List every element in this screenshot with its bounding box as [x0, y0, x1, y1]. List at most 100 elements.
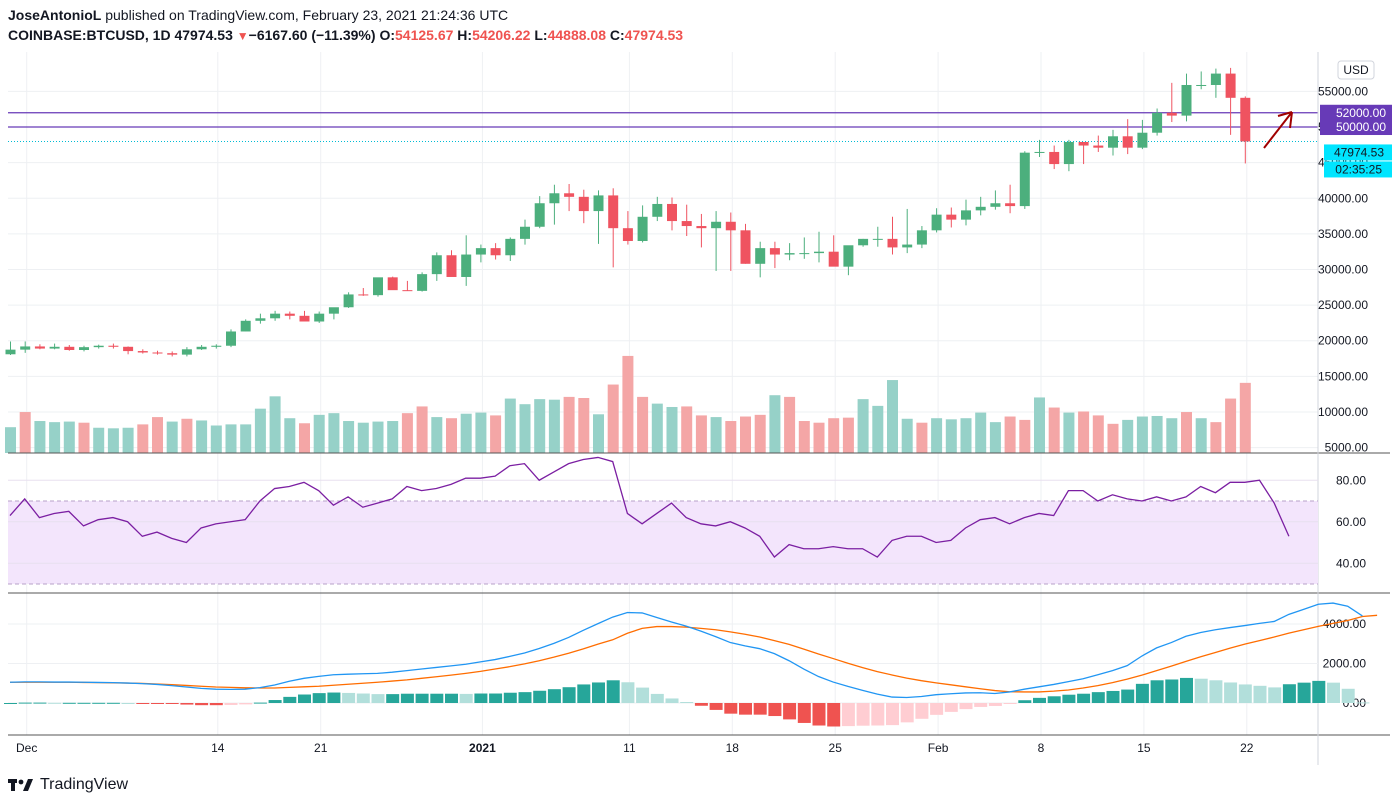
macd-histogram-bar: [680, 702, 694, 704]
macd-histogram-bar: [298, 694, 311, 703]
change-value: −6167.60 (−11.39%): [248, 27, 376, 43]
volume-bar: [769, 395, 781, 453]
volume-bar: [593, 414, 604, 453]
macd-histogram-bar: [415, 693, 429, 703]
macd-histogram-bar: [1297, 682, 1311, 703]
macd-histogram-bar: [1121, 689, 1135, 703]
candle-body: [461, 254, 472, 277]
volume-bar: [357, 422, 369, 453]
candle-body: [240, 320, 251, 332]
macd-histogram-bar: [1194, 678, 1208, 703]
candle-body: [93, 345, 104, 348]
macd-histogram-bar: [533, 690, 547, 703]
macd-histogram-bar: [224, 703, 238, 705]
candle-body: [5, 349, 16, 355]
candle-body: [769, 248, 780, 255]
x-tick-label: 18: [726, 741, 740, 755]
rsi-line: [9, 456, 1290, 558]
volume-bar: [49, 422, 61, 453]
macd-tick-label: 2000.00: [1323, 657, 1367, 671]
author-name[interactable]: JoseAntonioL: [8, 7, 102, 23]
macd-histogram-bar: [1341, 688, 1355, 703]
symbol-label[interactable]: COINBASE:BTCUSD, 1D: [8, 27, 171, 43]
candle-body: [667, 203, 677, 222]
volume-bar: [387, 421, 399, 453]
volume-bar: [196, 420, 208, 453]
open-label: O:: [379, 27, 395, 43]
x-tick-label: 25: [829, 741, 843, 755]
candle-body: [358, 294, 369, 296]
macd-histogram-bar: [121, 703, 135, 704]
macd-histogram-bar: [1135, 683, 1149, 703]
open-value: 54125.67: [395, 27, 454, 43]
macd-histogram-bar: [709, 703, 723, 710]
candle-body: [490, 248, 501, 256]
macd-histogram-bar: [974, 703, 988, 707]
x-tick-label: Feb: [928, 741, 949, 755]
candle-body: [1166, 112, 1177, 116]
candle-body: [446, 255, 457, 277]
macd-histogram-bar: [253, 702, 267, 704]
candle-body: [387, 277, 398, 291]
candle-body: [622, 228, 633, 242]
candle-body: [181, 349, 192, 355]
volume-bar: [1063, 412, 1075, 453]
volume-bar: [137, 424, 149, 453]
volume-bar: [504, 398, 516, 453]
macd-histogram-bar: [151, 703, 164, 704]
macd-histogram-bar: [48, 702, 62, 704]
candle-body: [1093, 145, 1104, 148]
volume-bar: [19, 412, 31, 453]
candle-body: [843, 245, 854, 267]
macd-histogram-bar: [18, 702, 32, 704]
candle-body: [1019, 152, 1030, 207]
candle-body: [505, 238, 516, 256]
macd-histogram-bar: [1018, 700, 1032, 703]
candle-body: [20, 346, 31, 350]
y-tick-label: 40000.00: [1318, 191, 1368, 205]
macd-histogram-bar: [1033, 697, 1046, 703]
candle-body: [167, 353, 178, 355]
candle-body: [1034, 151, 1045, 153]
close-label: C:: [609, 27, 625, 43]
macd-tick-label: 4000.00: [1323, 617, 1367, 631]
volume-bar: [225, 424, 237, 453]
macd-histogram-bar: [783, 703, 797, 720]
macd-histogram-bar: [165, 703, 179, 704]
macd-histogram-bar: [1356, 702, 1370, 704]
chart-area[interactable]: Dec 14 21 2021 11 18 25 Feb 8 15 22 5000.00 10000.00…: [0, 0, 1400, 770]
candle-body: [137, 351, 148, 353]
candle-body: [196, 346, 207, 350]
macd-histogram-bar: [915, 703, 929, 719]
volume-bar: [1004, 416, 1016, 453]
macd-histogram-bar: [636, 687, 650, 703]
volume-bar: [181, 418, 193, 453]
macd-histogram-bar: [1282, 684, 1296, 703]
volume-bar: [490, 415, 502, 453]
volume-bar: [784, 396, 796, 453]
volume-bar: [431, 417, 443, 453]
macd-histogram-bar: [988, 703, 1002, 706]
price-level-tag: [1320, 104, 1392, 121]
macd-histogram-bar: [768, 703, 782, 717]
candle-body: [931, 214, 942, 231]
candle-body: [1122, 136, 1133, 148]
x-tick-label: 22: [1240, 741, 1254, 755]
candle-body: [534, 203, 545, 227]
macd-histogram-bar: [577, 684, 591, 703]
tradingview-logo[interactable]: TradingView: [8, 776, 128, 794]
x-tick-label: 11: [623, 741, 636, 755]
volume-bar: [1181, 412, 1192, 453]
volume-bar: [343, 421, 355, 453]
volume-bar: [1078, 411, 1090, 453]
volume-bar: [754, 414, 766, 453]
candle-body: [975, 206, 986, 211]
candle-body: [1078, 141, 1089, 146]
plot-background: [8, 52, 1390, 765]
candle-body: [593, 195, 604, 212]
macd-histogram-bar: [930, 703, 944, 715]
volume-bar: [446, 418, 457, 453]
volume-bar: [740, 416, 751, 453]
x-tick-label: 2021: [469, 741, 496, 755]
y-tick-label: 20000.00: [1318, 334, 1368, 348]
